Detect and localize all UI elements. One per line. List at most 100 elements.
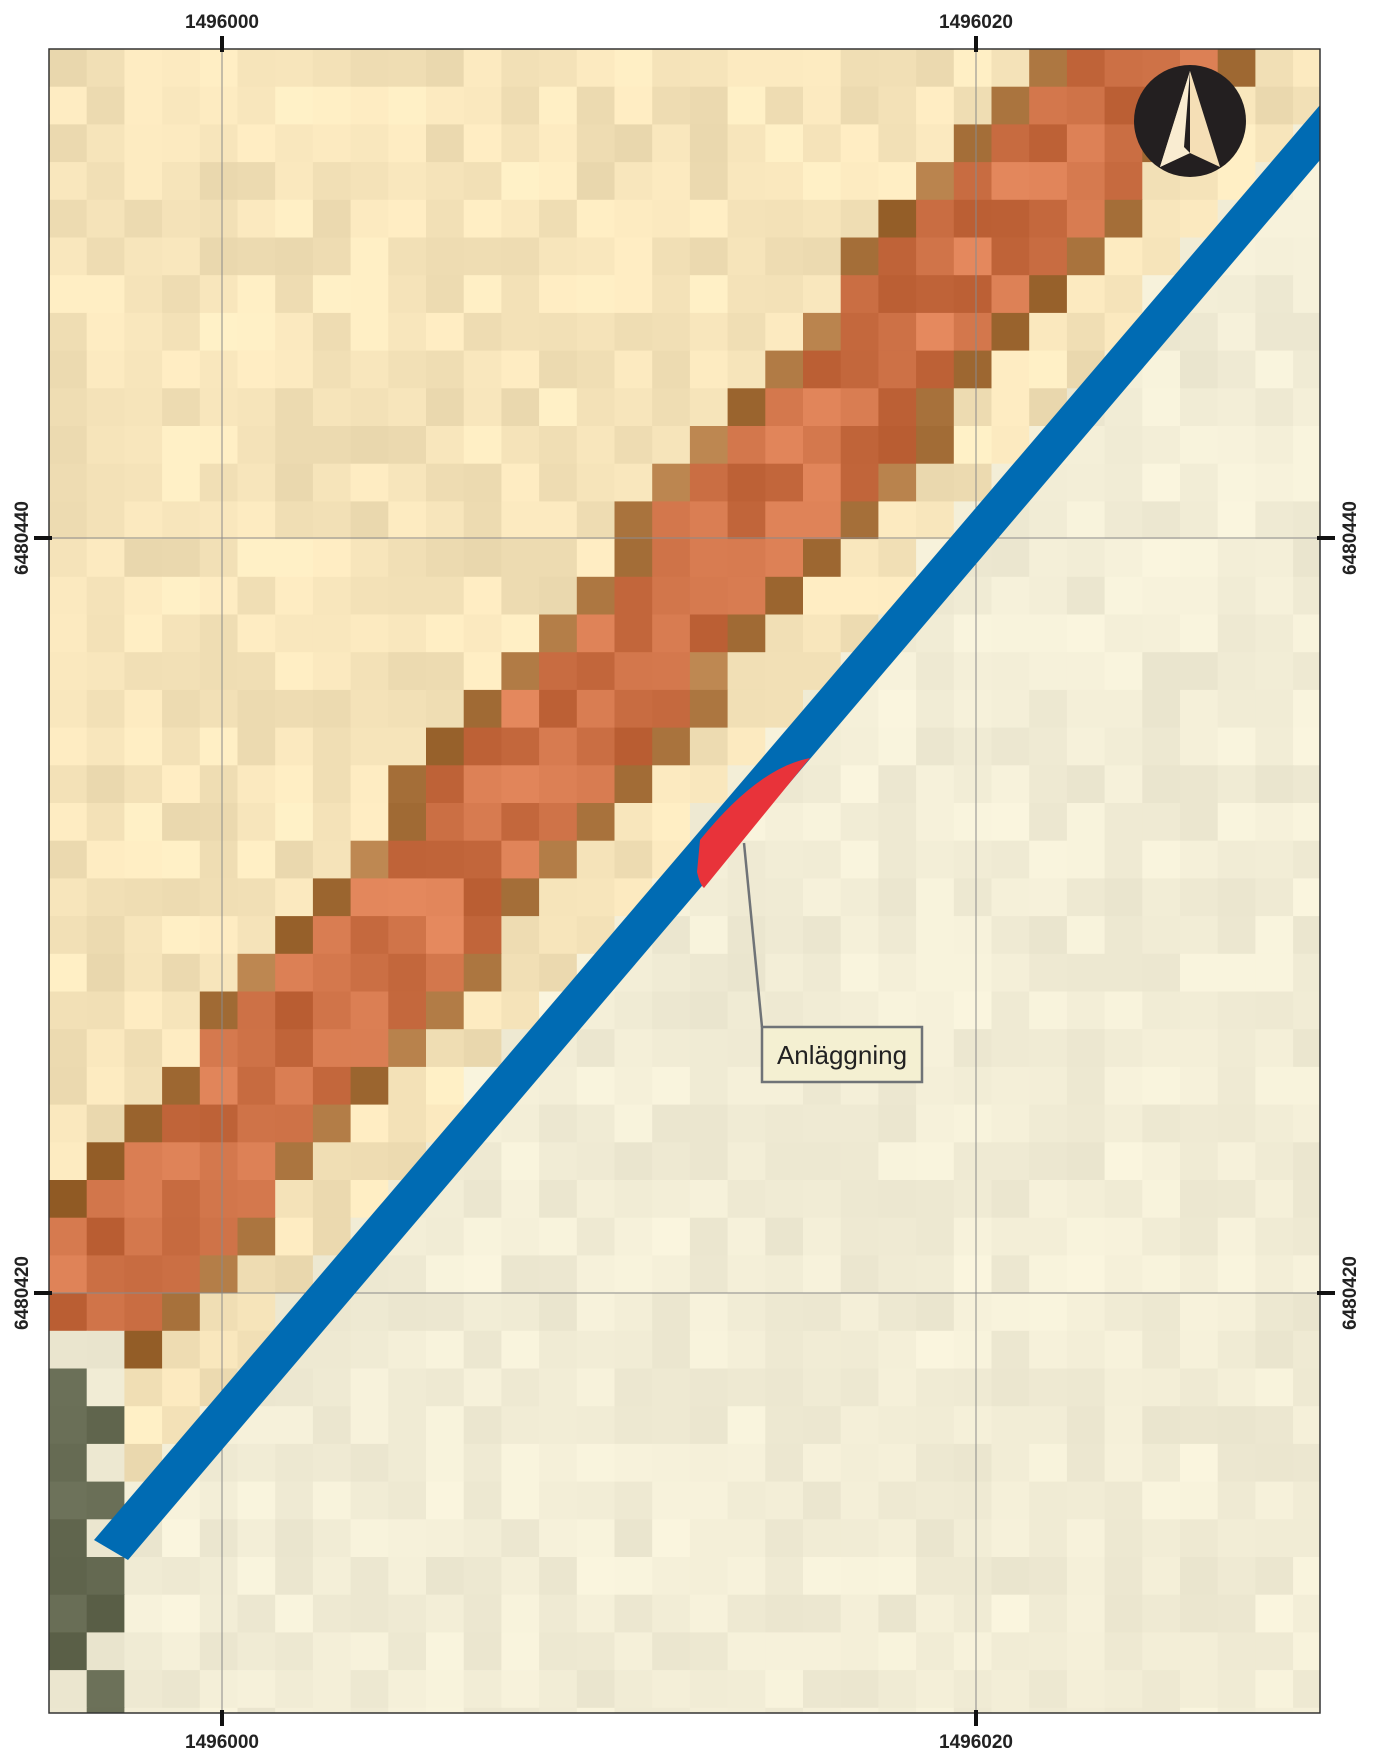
raster-cell	[463, 953, 502, 993]
raster-cell	[1293, 1406, 1320, 1445]
raster-cell	[237, 86, 276, 125]
raster-cell	[840, 1217, 879, 1256]
raster-cell	[312, 878, 352, 917]
raster-cell	[727, 1217, 766, 1256]
raster-cell	[350, 916, 389, 955]
raster-cell	[576, 1481, 616, 1520]
raster-cell	[199, 1330, 239, 1370]
facility-area[interactable]	[697, 758, 810, 888]
raster-cell	[953, 1707, 993, 1713]
raster-cell	[840, 49, 879, 88]
raster-cell	[1255, 1217, 1294, 1256]
raster-cell	[803, 1368, 842, 1407]
raster-cell	[1255, 576, 1294, 616]
raster-cell	[237, 350, 276, 389]
raster-cell	[49, 614, 88, 653]
raster-cell	[539, 426, 578, 465]
raster-cell	[124, 803, 163, 842]
raster-cell	[1293, 1594, 1320, 1633]
callout-box[interactable]	[760, 1025, 924, 1084]
raster-cell	[840, 388, 879, 427]
raster-cell	[652, 1104, 691, 1143]
raster-cell	[463, 1368, 502, 1407]
raster-cell	[539, 312, 578, 352]
raster-cell	[1293, 1293, 1320, 1332]
raster-cell	[1255, 1557, 1294, 1596]
raster-cell	[49, 803, 88, 842]
raster-cell	[1217, 916, 1256, 955]
raster-cell	[199, 614, 239, 653]
raster-cell	[1180, 1557, 1219, 1596]
raster-cell	[1180, 1368, 1219, 1407]
raster-cell	[652, 1481, 691, 1520]
raster-cell	[1180, 916, 1219, 955]
raster-cell	[916, 916, 955, 955]
raster-cell	[350, 727, 389, 766]
raster-cell	[840, 727, 879, 766]
raster-cell	[124, 162, 163, 201]
raster-cell	[576, 199, 616, 239]
raster-cell	[350, 350, 389, 389]
raster-cell	[86, 916, 125, 955]
raster-cell	[727, 275, 766, 314]
raster-cell	[199, 1670, 239, 1709]
raster-cell	[614, 1519, 653, 1558]
raster-cell	[916, 689, 955, 729]
raster-cell	[1142, 199, 1181, 239]
raster-cell	[501, 576, 540, 616]
raster-cell	[237, 1217, 276, 1256]
raster-cell	[49, 162, 88, 201]
raster-cell	[162, 1293, 201, 1332]
raster-cell	[1255, 426, 1294, 465]
raster-cell	[1217, 1180, 1256, 1219]
raster-cell	[689, 916, 729, 955]
raster-cell	[991, 1557, 1030, 1596]
raster-cell	[727, 953, 766, 993]
raster-cell	[840, 199, 879, 239]
raster-cell	[86, 1104, 125, 1143]
raster-cell	[426, 1594, 465, 1633]
raster-cell	[765, 237, 804, 276]
raster-cell	[614, 388, 653, 427]
raster-cell	[878, 803, 917, 842]
x-label-top-2: 1496020	[939, 12, 1013, 33]
raster-cell	[689, 1293, 729, 1332]
raster-cell	[539, 1066, 578, 1106]
raster-cell	[1293, 49, 1320, 88]
raster-cell	[501, 1632, 540, 1671]
raster-cell	[162, 1104, 201, 1143]
raster-cell	[953, 878, 993, 917]
raster-cell	[426, 727, 465, 766]
raster-cell	[765, 1217, 804, 1256]
raster-cell	[388, 1293, 427, 1332]
raster-cell	[86, 727, 125, 766]
raster-cell	[953, 803, 993, 842]
raster-cell	[953, 1142, 993, 1181]
raster-cell	[86, 1670, 125, 1709]
raster-cell	[1104, 1481, 1143, 1520]
raster-cell	[1293, 426, 1320, 465]
raster-cell	[1217, 1029, 1256, 1068]
raster-cell	[1217, 1670, 1256, 1709]
raster-cell	[991, 1104, 1030, 1143]
raster-cell	[916, 878, 955, 917]
raster-cell	[539, 803, 578, 842]
raster-cell	[652, 388, 691, 427]
raster-cell	[1029, 1217, 1068, 1256]
raster-cell	[614, 1029, 653, 1068]
raster-cell	[539, 1255, 578, 1294]
raster-cell	[388, 916, 427, 955]
raster-cell	[162, 350, 201, 389]
raster-cell	[199, 1594, 239, 1633]
raster-cell	[576, 803, 616, 842]
raster-cell	[991, 878, 1030, 917]
raster-cell	[501, 1519, 540, 1558]
raster-cell	[614, 463, 653, 502]
raster-cell	[916, 1255, 955, 1294]
raster-cell	[1293, 275, 1320, 314]
raster-cell	[86, 1707, 125, 1713]
raster-cell	[1104, 1330, 1143, 1370]
raster-cell	[426, 1670, 465, 1709]
raster-cell	[162, 388, 201, 427]
raster-cell	[1180, 1632, 1219, 1671]
